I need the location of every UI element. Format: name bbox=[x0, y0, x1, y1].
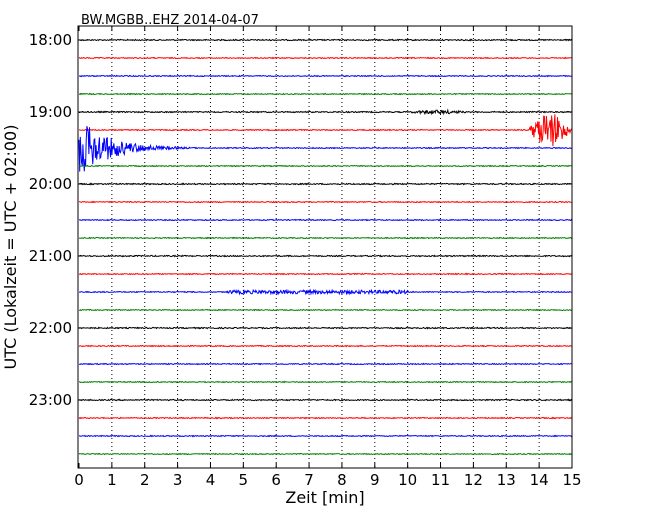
x-axis-label: Zeit [min] bbox=[285, 488, 364, 507]
trace-2015 bbox=[78, 200, 573, 204]
x-tick-label: 2 bbox=[140, 471, 150, 489]
x-tick-label: 6 bbox=[271, 471, 281, 489]
trace-2315 bbox=[78, 416, 573, 420]
x-tick-label: 12 bbox=[464, 471, 483, 489]
trace-2145 bbox=[78, 308, 573, 312]
y-axis: 18:00 19:00 20:00 21:00 22:00 23:00 bbox=[29, 31, 572, 409]
x-tick-label: 0 bbox=[74, 471, 84, 489]
y-tick-label: 18:00 bbox=[29, 31, 72, 49]
trace-1830 bbox=[78, 74, 572, 78]
trace-2245 bbox=[79, 380, 573, 384]
x-tick-label: 13 bbox=[497, 471, 516, 489]
y-tick-label: 21:00 bbox=[29, 247, 72, 265]
trace-2030 bbox=[78, 218, 573, 222]
grid-lines bbox=[111, 26, 540, 468]
trace-2045 bbox=[78, 236, 573, 240]
x-tick-label: 8 bbox=[337, 471, 347, 489]
x-axis: 0 1 2 3 4 5 6 7 8 9 10 11 12 13 14 15 bbox=[74, 26, 582, 489]
x-tick-label: 4 bbox=[206, 471, 216, 489]
trace-2115 bbox=[78, 272, 573, 276]
x-tick-label: 5 bbox=[239, 471, 249, 489]
trace-1845 bbox=[79, 92, 573, 96]
y-tick-label: 20:00 bbox=[29, 175, 72, 193]
x-tick-label: 10 bbox=[398, 471, 417, 489]
trace-1915 bbox=[78, 114, 573, 147]
trace-2200 bbox=[78, 326, 573, 330]
trace-2215 bbox=[78, 344, 573, 348]
trace-2330 bbox=[78, 434, 573, 438]
x-tick-label: 3 bbox=[173, 471, 183, 489]
trace-1815 bbox=[78, 56, 573, 60]
trace-1930 bbox=[78, 126, 573, 172]
trace-2300 bbox=[78, 398, 573, 402]
plot-frame bbox=[77, 25, 573, 469]
x-tick-label: 7 bbox=[304, 471, 314, 489]
x-tick-label: 1 bbox=[107, 471, 117, 489]
y-tick-label: 19:00 bbox=[29, 103, 72, 121]
trace-1900 bbox=[79, 108, 572, 116]
trace-2100 bbox=[78, 254, 572, 258]
x-tick-label: 14 bbox=[530, 471, 549, 489]
chart-title: BW.MGBB..EHZ 2014-04-07 bbox=[81, 13, 259, 28]
trace-1945 bbox=[78, 164, 573, 168]
trace-1800 bbox=[78, 38, 573, 42]
y-tick-label: 23:00 bbox=[29, 391, 72, 409]
y-axis-label: UTC (Lokalzeit = UTC + 02:00) bbox=[1, 125, 20, 370]
traces bbox=[78, 38, 573, 456]
trace-2345 bbox=[78, 452, 573, 456]
x-tick-label: 15 bbox=[562, 471, 581, 489]
trace-2230 bbox=[78, 362, 573, 366]
trace-2130 bbox=[79, 288, 573, 296]
trace-2000 bbox=[78, 182, 573, 186]
y-tick-label: 22:00 bbox=[29, 319, 72, 337]
x-tick-label: 9 bbox=[370, 471, 380, 489]
x-tick-label: 11 bbox=[431, 471, 450, 489]
